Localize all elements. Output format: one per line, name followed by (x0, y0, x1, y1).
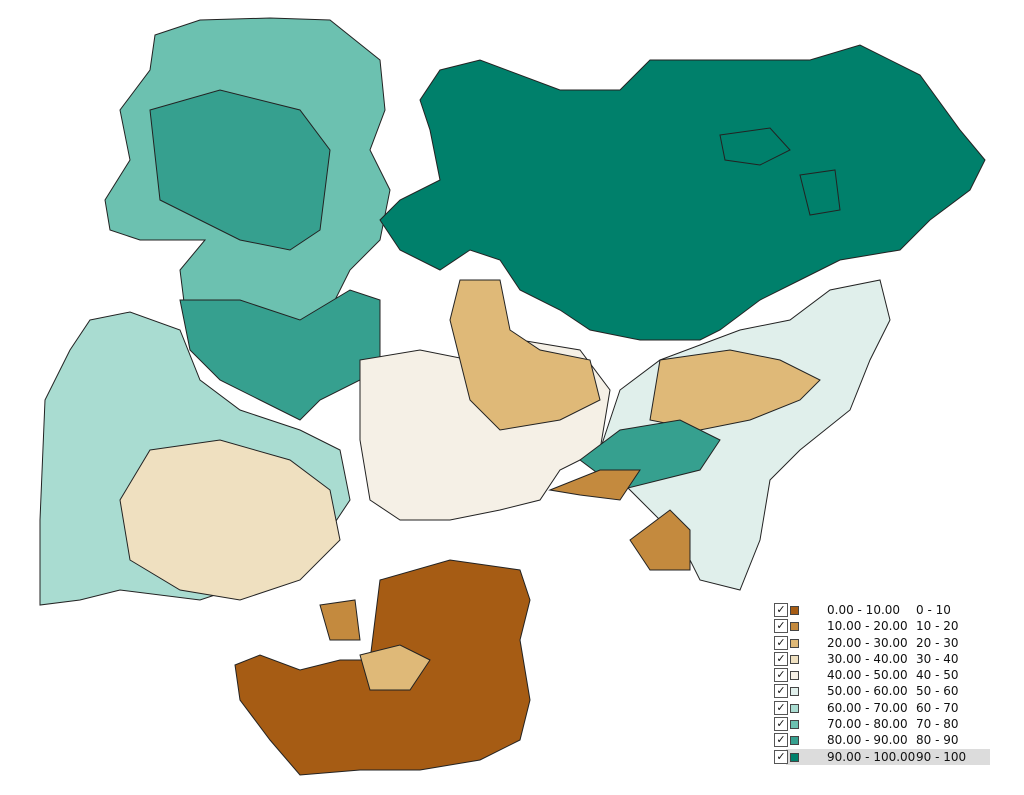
legend-row: ✓ 70.00 - 80.00 70 - 80 (772, 716, 990, 732)
region (719, 127, 791, 166)
legend-range: 20.00 - 30.00 (827, 635, 908, 650)
legend-range: 80.00 - 90.00 (827, 733, 908, 748)
legend-swatch (790, 687, 799, 697)
legend-swatch (790, 736, 799, 746)
region (629, 509, 691, 571)
checkbox[interactable]: ✓ (774, 749, 788, 764)
legend-label: 0 - 10 (916, 603, 951, 617)
region (449, 279, 601, 431)
legend-row: ✓ 30.00 - 40.00 30 - 40 (772, 651, 990, 667)
region (359, 644, 431, 691)
legend-swatch (790, 654, 799, 664)
legend-range: 0.00 - 10.00 (827, 603, 901, 617)
legend-label: 30 - 40 (916, 651, 959, 666)
region (548, 469, 641, 501)
legend: ✓ 0.00 - 10.00 0 - 10 ✓ 10.00 - 20.00 10 - 20… (772, 602, 990, 765)
legend-swatch (790, 638, 799, 648)
legend-range: 70.00 - 80.00 (827, 717, 908, 732)
legend-row: ✓ 90.00 - 100.00 90 - 100 (774, 748, 990, 765)
checkbox[interactable]: ✓ (774, 603, 788, 617)
legend-swatch (790, 703, 799, 713)
legend-row: ✓ 40.00 - 50.00 40 - 50 (772, 667, 990, 683)
checkbox[interactable]: ✓ (774, 619, 788, 634)
legend-range: 50.00 - 60.00 (827, 684, 908, 699)
legend-swatch (790, 752, 799, 762)
legend-label: 80 - 90 (916, 733, 959, 748)
legend-label: 20 - 30 (916, 635, 959, 650)
region (149, 89, 331, 251)
region (319, 599, 361, 641)
legend-label: 90 - 100 (916, 749, 967, 764)
legend-range: 40.00 - 50.00 (827, 668, 908, 683)
legend-row: ✓ 20.00 - 30.00 20 - 30 (772, 635, 990, 651)
legend-label: 70 - 80 (916, 717, 959, 732)
legend-range: 60.00 - 70.00 (827, 700, 908, 715)
region (119, 439, 341, 601)
legend-swatch (790, 622, 799, 632)
legend-label: 50 - 60 (916, 684, 959, 699)
legend-label: 10 - 20 (916, 619, 959, 634)
legend-label: 60 - 70 (916, 700, 959, 715)
legend-row: ✓ 0.00 - 10.00 0 - 10 (772, 602, 990, 618)
region (799, 169, 841, 216)
legend-range: 30.00 - 40.00 (827, 651, 908, 666)
legend-label: 40 - 50 (916, 668, 959, 683)
legend-swatch (790, 606, 799, 615)
legend-row: ✓ 10.00 - 20.00 10 - 20 (772, 618, 990, 634)
checkbox[interactable]: ✓ (774, 651, 788, 666)
legend-range: 10.00 - 20.00 (827, 619, 908, 634)
legend-swatch (790, 671, 799, 681)
legend-row: ✓ 80.00 - 90.00 80 - 90 (772, 732, 990, 748)
checkbox[interactable]: ✓ (774, 700, 788, 715)
checkbox[interactable]: ✓ (774, 733, 788, 748)
checkbox[interactable]: ✓ (774, 684, 788, 699)
legend-swatch (790, 720, 799, 730)
checkbox[interactable]: ✓ (774, 717, 788, 732)
legend-row: ✓ 50.00 - 60.00 50 - 60 (772, 683, 990, 699)
legend-row: ✓ 60.00 - 70.00 60 - 70 (772, 700, 990, 716)
checkbox[interactable]: ✓ (774, 635, 788, 650)
legend-range: 90.00 - 100.00 (827, 749, 916, 764)
checkbox[interactable]: ✓ (774, 668, 788, 683)
region (379, 44, 986, 341)
